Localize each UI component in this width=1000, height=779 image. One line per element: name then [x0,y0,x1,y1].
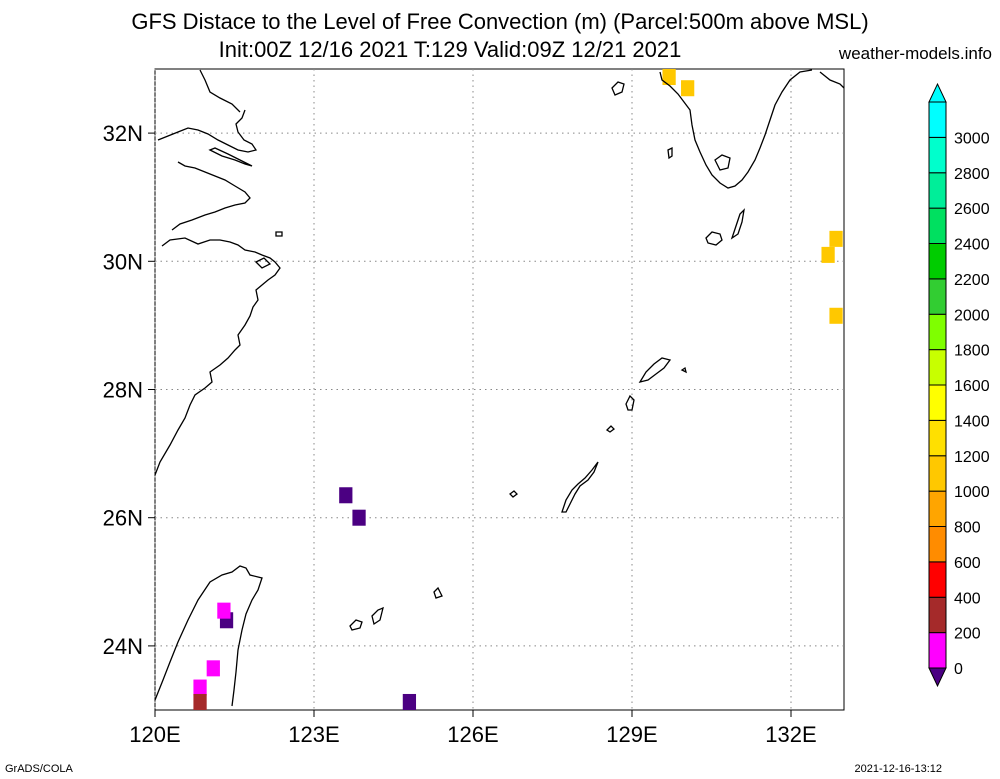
shaded-cell [662,69,676,86]
china-coastline [154,237,281,476]
colorbar-label: 600 [954,555,981,572]
colorbar-label: 1600 [954,378,990,395]
small-island-a [605,425,615,433]
map-frame [154,68,845,711]
iriomote-island [349,619,363,631]
colorbar-label: 800 [954,520,981,537]
shaded-cells [193,69,843,710]
zhoushan-islands [254,257,272,269]
taiwan-coastline [154,565,263,707]
lon-tick-label: 129E [606,722,657,747]
colorbar-segment [928,596,947,634]
colorbar-segment [928,455,947,492]
colorbar-segment [928,490,947,527]
colorbar-label: 2000 [954,307,990,324]
colorbar: 0 200 400 600 800 1000 1200 1400 1600 1800 2000 220… [928,82,990,688]
colorbar-label: 2400 [954,237,990,254]
shikoku-tip [819,71,845,89]
shaded-cell [829,307,843,324]
colorbar-label: 2800 [954,166,990,183]
lat-tick-label: 30N [103,249,143,274]
colorbar-high-arrow [928,82,947,103]
footer-credit: GrADS/COLA [5,763,73,775]
shaded-cell [193,679,207,696]
china-coast-top [199,69,241,113]
map-title: GFS Distace to the Level of Free Convect… [131,9,869,34]
colorbar-label: 400 [954,590,981,607]
colorbar-segment [928,243,947,280]
koshiki-island [667,146,673,160]
colorbar-label: 2200 [954,272,990,289]
colorbar-segment [928,384,947,421]
colorbar-label: 1200 [954,449,990,466]
colorbar-label: 1000 [954,484,990,501]
colorbar-label: 0 [954,661,963,678]
map-subtitle: Init:00Z 12/16 2021 T:129 Valid:09Z 12/2… [218,37,682,62]
kyushu-coastline [659,69,813,189]
lon-tick-label: 123E [288,722,339,747]
colorbar-label: 2600 [954,201,990,218]
lat-axis: 24N 26N 28N 30N 32N [103,121,155,659]
shaded-cell [339,487,353,504]
lon-tick-label: 132E [765,722,816,747]
goto-island [611,81,625,96]
shaded-cell [402,693,417,710]
colorbar-label: 1800 [954,343,990,360]
zhoushan-islands-b [275,231,283,237]
lat-tick-label: 32N [103,121,143,146]
colorbar-segment [928,207,947,244]
colorbar-label: 200 [954,626,981,643]
yangtze-estuary [157,109,258,153]
colorbar-label: 3000 [954,130,990,147]
coastlines [154,69,845,707]
lat-tick-label: 24N [103,634,143,659]
colorbar-segment [928,278,947,315]
colorbar-segment [928,101,947,138]
amami-island [638,357,672,384]
lake-shore [208,147,253,167]
lat-tick-label: 26N [103,506,143,531]
colorbar-segment [928,349,947,386]
shaded-cell [217,602,231,619]
shaded-cell [681,80,695,97]
lon-tick-label: 126E [447,722,498,747]
colorbar-low-arrow [928,667,947,688]
tokunoshima-island [625,394,635,411]
miyako-island [433,586,443,599]
colorbar-segment [928,632,947,669]
okinawa-island [561,461,599,513]
shaded-cell [821,246,835,263]
colorbar-label: 1400 [954,413,990,430]
small-island-b [680,366,687,374]
footer-timestamp: 2021-12-16-13:12 [854,763,942,775]
shaded-cell [206,660,220,677]
colorbar-segment [928,526,947,563]
colorbar-segment [928,136,947,174]
colorbar-segment [928,313,947,351]
tanegashima-island [730,208,745,240]
yakushima-island [705,231,723,246]
lon-axis: 120E 123E 126E 129E 132E [129,710,817,747]
shaded-cell [193,693,207,710]
colorbar-segment [928,561,947,598]
lat-tick-label: 28N [103,378,143,403]
ishigaki-island [371,606,384,626]
shaded-cell [829,230,843,247]
colorbar-segment [928,172,947,209]
colorbar-segment [928,419,947,457]
china-coastline-north [171,161,251,231]
kyushu-bay [714,154,731,171]
site-credit: weather-models.info [838,44,992,63]
lon-tick-label: 120E [129,722,180,747]
kume-island [509,490,518,498]
shaded-cell [352,509,366,526]
